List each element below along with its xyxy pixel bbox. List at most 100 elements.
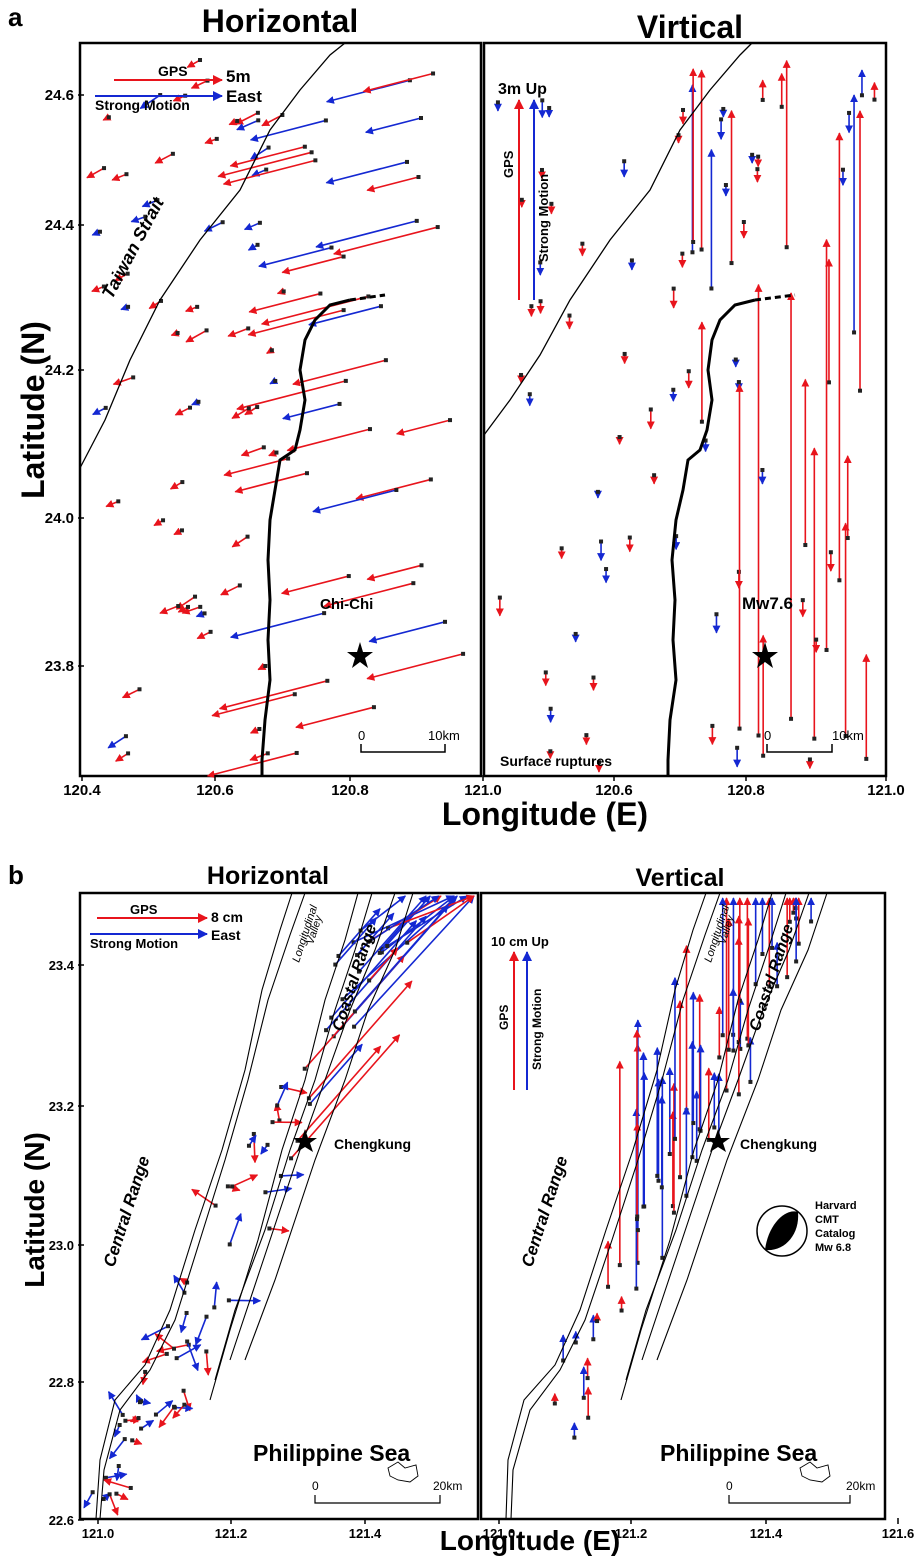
station-marker xyxy=(175,331,180,336)
station-marker xyxy=(735,745,740,750)
station-marker xyxy=(717,1055,722,1060)
lat-tick-label: 23.0 xyxy=(49,1238,74,1253)
station-marker xyxy=(371,705,376,710)
station-marker xyxy=(255,405,260,410)
station-marker xyxy=(379,946,384,951)
station-marker xyxy=(204,1314,209,1319)
station-marker xyxy=(699,247,704,252)
station-marker xyxy=(341,308,346,313)
station-marker xyxy=(202,611,207,616)
station-marker xyxy=(775,984,780,989)
scalebar-length: 20km xyxy=(846,1479,875,1493)
lon-tick-label: 120.8 xyxy=(331,782,369,799)
station-marker xyxy=(538,299,543,304)
strong-motion-vector xyxy=(334,917,377,966)
station-marker xyxy=(366,939,371,944)
station-marker xyxy=(278,1173,283,1178)
station-marker xyxy=(102,166,107,171)
station-marker xyxy=(131,375,136,380)
station-marker xyxy=(547,105,552,110)
station-marker xyxy=(414,218,419,223)
station-marker xyxy=(824,647,829,652)
station-marker xyxy=(737,998,742,1003)
strong-motion-vector xyxy=(249,119,327,142)
station-marker xyxy=(125,271,130,276)
panel-b-right-frame xyxy=(479,891,887,1521)
station-marker xyxy=(214,136,219,141)
station-marker xyxy=(136,1416,141,1421)
strong-motion-vector xyxy=(368,621,446,644)
strong-motion-vector xyxy=(194,1316,208,1346)
panel-a-label: a xyxy=(8,2,23,32)
taiwan-inset-outline xyxy=(387,1461,419,1483)
station-marker xyxy=(755,167,760,172)
strong-motion-vector xyxy=(282,403,340,421)
valley-boundary xyxy=(625,892,787,1381)
station-marker xyxy=(153,1412,158,1417)
legend-gps-label: GPS xyxy=(130,902,158,917)
station-marker xyxy=(573,631,578,636)
station-marker xyxy=(265,1142,270,1147)
strong-motion-vector xyxy=(354,904,449,1012)
station-marker xyxy=(770,945,775,950)
gps-vector xyxy=(231,535,248,548)
gps-vector xyxy=(111,173,127,182)
philippine-sea-label: Philippine Sea xyxy=(660,1440,817,1466)
station-marker xyxy=(220,220,225,225)
station-marker xyxy=(635,1260,640,1265)
strong-motion-vector xyxy=(251,168,267,177)
gps-vector xyxy=(231,407,250,420)
station-marker xyxy=(196,399,201,404)
panel-b-right-legend: 10 cm Up GPS Strong Motion xyxy=(491,934,549,1090)
gps-vector xyxy=(296,1045,382,1142)
surface-rupture-dashed xyxy=(754,293,796,302)
gps-vector xyxy=(91,284,105,293)
station-marker xyxy=(539,167,544,172)
magnitude-label: Mw7.6 xyxy=(742,594,793,613)
station-marker xyxy=(304,471,309,476)
gps-vector xyxy=(154,153,174,164)
station-marker xyxy=(273,378,278,383)
station-marker xyxy=(750,152,755,157)
legend-sm-label: Strong Motion xyxy=(536,174,551,262)
station-marker xyxy=(261,445,266,450)
gps-vector xyxy=(186,59,201,68)
lon-tick-label: 120.6 xyxy=(196,782,234,799)
station-marker xyxy=(174,1356,179,1361)
station-marker xyxy=(204,328,209,333)
station-marker xyxy=(343,378,348,383)
station-marker xyxy=(552,1401,557,1406)
lon-tick-label: 121.4 xyxy=(750,1526,783,1541)
strong-motion-vector xyxy=(379,895,431,954)
station-marker xyxy=(355,953,360,958)
station-marker xyxy=(383,358,388,363)
gps-vector xyxy=(174,406,191,416)
station-marker xyxy=(329,1015,334,1020)
station-marker xyxy=(245,534,250,539)
panel-b-right-map: Central Range Coastal Range Longitudinal… xyxy=(479,891,887,1521)
station-marker xyxy=(538,260,543,265)
legend-gps-label: GPS xyxy=(497,1005,511,1030)
gps-vector xyxy=(206,752,297,779)
station-marker xyxy=(729,261,734,266)
valley-boundary xyxy=(209,892,359,1401)
station-marker xyxy=(313,158,318,163)
panel-a-right-frame xyxy=(482,41,888,778)
station-marker xyxy=(116,1463,121,1468)
gps-vector xyxy=(290,1034,401,1159)
range-boundary xyxy=(641,892,810,1361)
range-boundary xyxy=(656,892,828,1361)
station-marker xyxy=(559,546,564,551)
station-marker xyxy=(586,1415,591,1420)
station-marker xyxy=(352,1009,357,1014)
gps-vector xyxy=(220,584,241,596)
station-marker xyxy=(720,1033,725,1038)
panel-a-left-scalebar: 0 10km xyxy=(358,728,460,753)
station-marker xyxy=(461,651,466,656)
legend-direction-label: East xyxy=(211,927,241,943)
station-marker xyxy=(198,604,203,609)
station-marker xyxy=(761,753,766,758)
gps-vector xyxy=(395,419,451,436)
range-boundary xyxy=(244,892,414,1361)
